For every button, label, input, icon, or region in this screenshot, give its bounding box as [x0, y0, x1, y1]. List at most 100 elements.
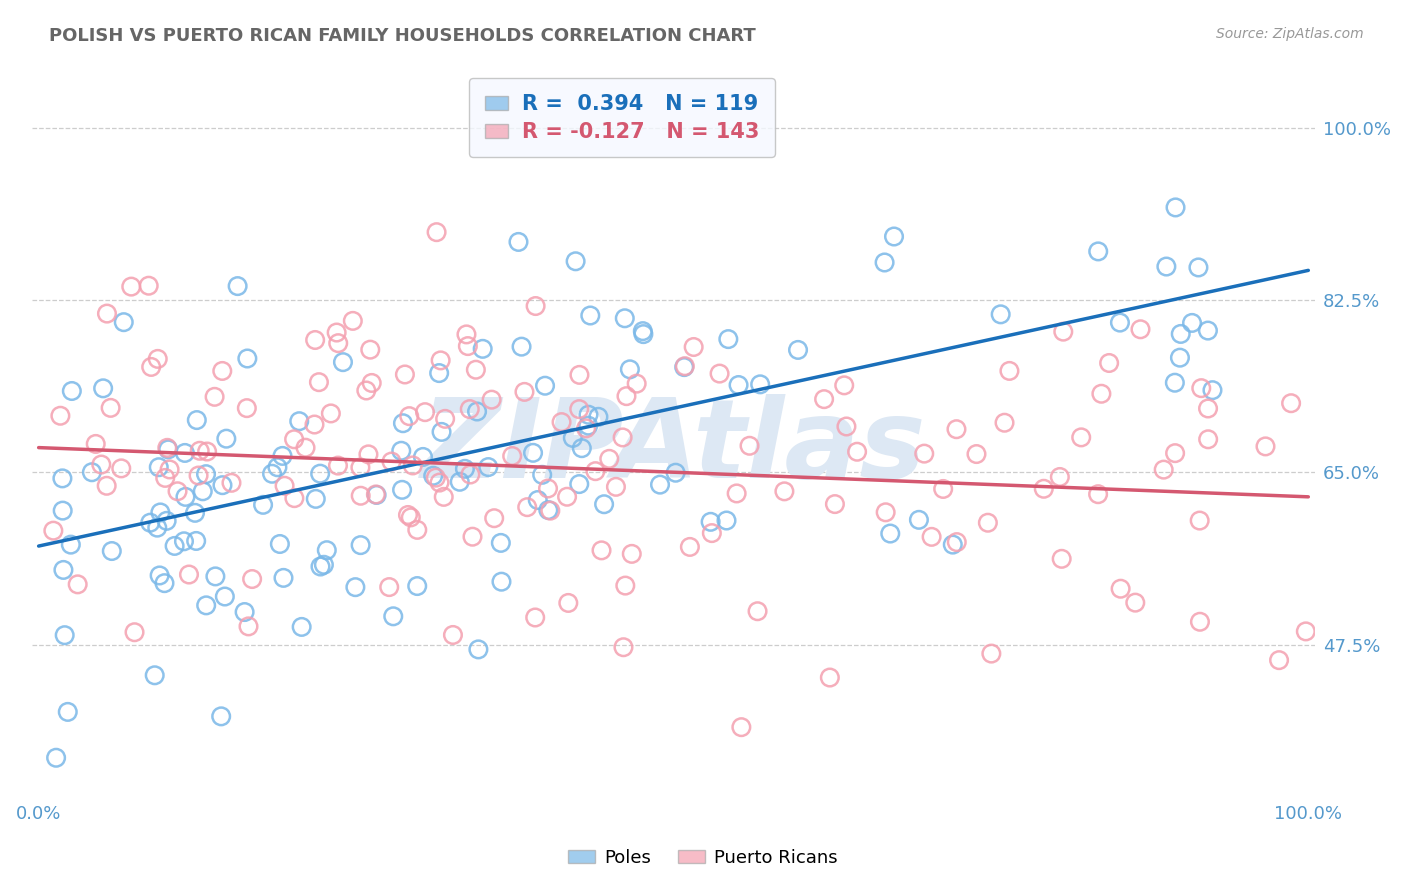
Point	[1295, 624, 1317, 639]
Point	[422, 468, 444, 483]
Point	[1050, 551, 1073, 566]
Point	[141, 359, 163, 374]
Point	[138, 278, 160, 293]
Point	[1129, 322, 1152, 336]
Point	[273, 479, 295, 493]
Point	[402, 458, 425, 473]
Point	[204, 390, 226, 404]
Point	[53, 628, 76, 642]
Point	[191, 484, 214, 499]
Point	[699, 515, 721, 529]
Point	[1170, 326, 1192, 341]
Point	[998, 364, 1021, 378]
Point	[631, 324, 654, 338]
Point	[146, 521, 169, 535]
Point	[398, 409, 420, 424]
Point	[665, 466, 688, 480]
Point	[673, 359, 696, 374]
Point	[883, 229, 905, 244]
Point	[614, 578, 637, 592]
Point	[309, 559, 332, 574]
Point	[42, 524, 65, 538]
Point	[818, 671, 841, 685]
Point	[173, 534, 195, 549]
Point	[308, 375, 330, 389]
Point	[875, 505, 897, 519]
Point	[1087, 244, 1109, 259]
Point	[429, 475, 451, 490]
Text: Source: ZipAtlas.com: Source: ZipAtlas.com	[1216, 27, 1364, 41]
Point	[464, 362, 486, 376]
Point	[491, 574, 513, 589]
Point	[1123, 596, 1146, 610]
Point	[550, 415, 572, 429]
Point	[538, 503, 561, 517]
Point	[700, 526, 723, 541]
Point	[434, 412, 457, 426]
Point	[426, 225, 449, 239]
Point	[1032, 482, 1054, 496]
Point	[52, 563, 75, 577]
Point	[1164, 376, 1187, 390]
Point	[188, 443, 211, 458]
Point	[578, 408, 600, 422]
Point	[568, 477, 591, 491]
Point	[124, 625, 146, 640]
Point	[433, 490, 456, 504]
Point	[471, 342, 494, 356]
Point	[1197, 432, 1219, 446]
Legend: R =  0.394   N = 119, R = -0.127   N = 143: R = 0.394 N = 119, R = -0.127 N = 143	[470, 78, 775, 157]
Point	[942, 538, 965, 552]
Point	[238, 619, 260, 633]
Point	[186, 413, 208, 427]
Point	[204, 569, 226, 583]
Point	[908, 513, 931, 527]
Point	[716, 514, 738, 528]
Point	[457, 339, 479, 353]
Point	[315, 543, 337, 558]
Point	[51, 471, 73, 485]
Point	[1279, 396, 1302, 410]
Point	[143, 668, 166, 682]
Point	[605, 480, 627, 494]
Point	[240, 572, 263, 586]
Point	[389, 443, 412, 458]
Point	[350, 489, 373, 503]
Point	[522, 446, 544, 460]
Point	[612, 430, 634, 444]
Point	[325, 326, 347, 340]
Point	[187, 468, 209, 483]
Point	[1164, 201, 1187, 215]
Point	[616, 389, 638, 403]
Point	[709, 367, 731, 381]
Point	[221, 475, 243, 490]
Point	[460, 467, 482, 482]
Point	[1254, 439, 1277, 453]
Point	[510, 340, 533, 354]
Point	[1181, 316, 1204, 330]
Point	[214, 590, 236, 604]
Point	[209, 709, 232, 723]
Point	[531, 467, 554, 482]
Point	[620, 547, 643, 561]
Point	[427, 366, 450, 380]
Point	[184, 506, 207, 520]
Point	[1052, 325, 1074, 339]
Point	[110, 461, 132, 475]
Point	[749, 377, 772, 392]
Point	[489, 536, 512, 550]
Point	[945, 422, 967, 436]
Point	[1189, 381, 1212, 395]
Point	[1153, 462, 1175, 476]
Point	[406, 579, 429, 593]
Point	[727, 378, 749, 392]
Point	[633, 327, 655, 342]
Point	[477, 460, 499, 475]
Point	[66, 577, 89, 591]
Point	[773, 484, 796, 499]
Point	[561, 431, 583, 445]
Point	[149, 568, 172, 582]
Point	[1168, 351, 1191, 365]
Point	[156, 441, 179, 455]
Point	[1156, 260, 1178, 274]
